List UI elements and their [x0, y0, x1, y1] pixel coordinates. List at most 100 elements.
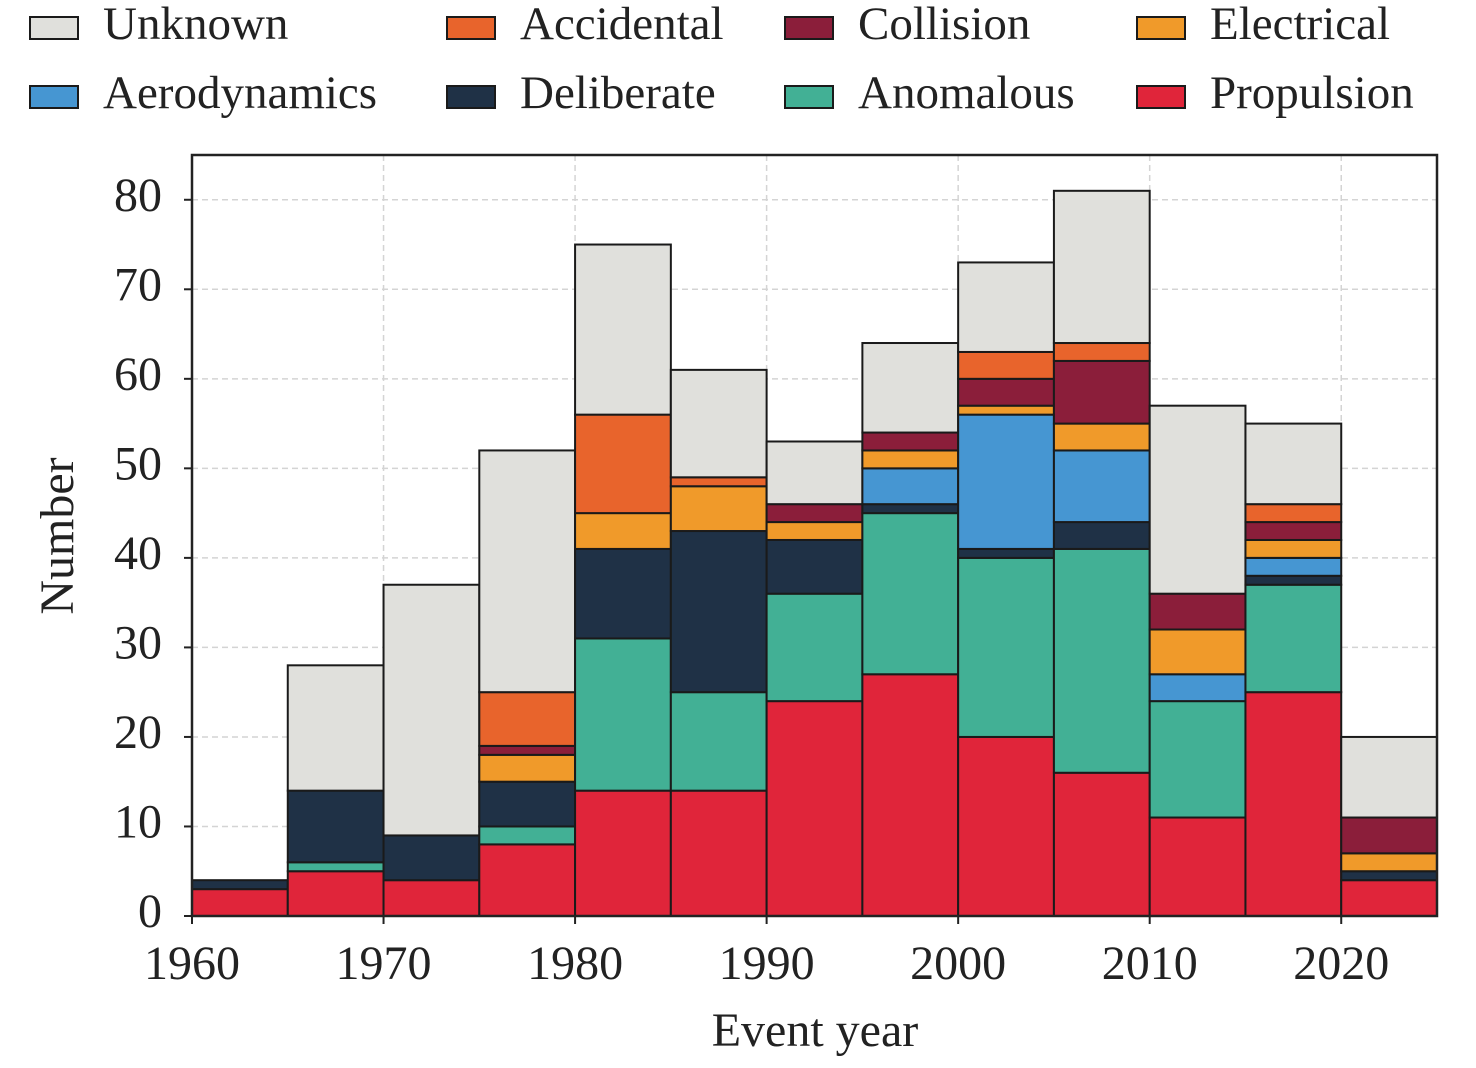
legend-swatch: [784, 85, 834, 109]
bar-segment: [957, 404, 1055, 416]
x-tick-label: 2000: [910, 937, 1006, 990]
bar-segment: [861, 467, 960, 506]
bar-segment: [1340, 879, 1438, 917]
bar-segment: [1244, 521, 1343, 541]
legend-swatch: [784, 16, 834, 40]
bar-segment: [191, 879, 289, 891]
bar-segment: [382, 583, 481, 837]
bar-segment: [478, 825, 577, 846]
bar-segment: [1052, 449, 1151, 524]
legend-label: Unknown: [103, 0, 288, 50]
bar-segment: [765, 521, 864, 541]
y-tick-label: 40: [114, 527, 162, 580]
y-tick-label: 0: [138, 885, 162, 938]
x-tick-label: 1960: [144, 937, 240, 990]
bar-segment: [861, 431, 960, 452]
bar-segment: [1244, 574, 1343, 586]
bar-segment: [669, 476, 768, 488]
bar-segment: [574, 243, 672, 416]
bar-segment: [765, 503, 864, 524]
x-tick-label: 1970: [336, 937, 432, 990]
bar-segment: [1244, 583, 1343, 694]
x-tick-label: 1980: [527, 937, 623, 990]
bar-segment: [286, 870, 385, 917]
bar-segment: [1052, 189, 1151, 345]
bar-segment: [1052, 521, 1151, 550]
legend-swatch: [446, 16, 496, 40]
legend-swatch: [446, 85, 496, 109]
bar-segment: [765, 592, 864, 703]
bar-segment: [1244, 691, 1343, 917]
bar-segment: [1148, 700, 1247, 819]
bar-segment: [574, 413, 672, 515]
plot-frame: [190, 153, 1439, 918]
bar-segment: [382, 834, 481, 882]
bar-segment: [765, 700, 864, 917]
bar-segment: [1052, 342, 1151, 362]
bar-segment: [669, 530, 768, 694]
y-tick-label: 80: [114, 169, 162, 222]
legend-swatch: [1136, 16, 1186, 40]
bar-segment: [957, 413, 1055, 550]
x-tick-label: 2010: [1102, 937, 1198, 990]
legend-label: Propulsion: [1210, 67, 1414, 119]
bar-segment: [478, 843, 577, 917]
bar-segment: [957, 377, 1055, 407]
bar-segment: [861, 512, 960, 676]
bar-segment: [478, 780, 577, 828]
bar-segment: [765, 440, 864, 506]
bar-segment: [957, 735, 1055, 917]
legend-label: Deliberate: [520, 67, 716, 119]
bar-segment: [1148, 404, 1247, 595]
bar-segment: [957, 350, 1055, 380]
bar-segment: [1340, 816, 1438, 855]
bar-segment: [1244, 556, 1343, 577]
legend-label: Electrical: [1210, 0, 1390, 50]
y-tick-label: 30: [114, 616, 162, 669]
legend-label: Aerodynamics: [103, 67, 377, 119]
bar-segment: [861, 342, 960, 434]
bar-segment: [1244, 422, 1343, 506]
bar-segment: [861, 503, 960, 515]
bar-segment: [1340, 852, 1438, 873]
bar-segment: [1148, 816, 1247, 917]
bar-segment: [669, 789, 768, 917]
bar-segment: [286, 664, 385, 792]
bar-segment: [765, 538, 864, 595]
legend-label: Collision: [858, 0, 1030, 50]
bar-segment: [286, 861, 385, 873]
y-axis-label: Number: [31, 457, 84, 614]
bar-segment: [478, 449, 577, 694]
y-tick-label: 50: [114, 437, 162, 490]
bar-segment: [1244, 503, 1343, 524]
bar-segment: [1340, 870, 1438, 882]
bar-segment: [574, 547, 672, 640]
legend-swatch: [1136, 85, 1186, 109]
x-axis-label: Event year: [712, 1004, 919, 1057]
bar-segment: [1244, 538, 1343, 559]
bar-segment: [1052, 359, 1151, 425]
bar-segment: [957, 556, 1055, 738]
bar-segment: [478, 753, 577, 783]
bar-segment: [861, 673, 960, 917]
bar-segment: [191, 888, 289, 917]
bar-segment: [669, 485, 768, 533]
y-tick-label: 60: [114, 348, 162, 401]
bar-segment: [574, 637, 672, 792]
bar-segment: [1052, 771, 1151, 917]
bar-segment: [382, 879, 481, 917]
x-tick-label: 2020: [1293, 937, 1389, 990]
bar-segment: [669, 368, 768, 479]
bar-segment: [957, 547, 1055, 559]
legend-label: Anomalous: [858, 67, 1075, 119]
bar-segment: [1148, 628, 1247, 676]
bar-segment: [1052, 547, 1151, 774]
y-tick-label: 70: [114, 258, 162, 311]
legend-swatch: [29, 85, 79, 109]
legend-label: Accidental: [520, 0, 724, 50]
y-tick-label: 20: [114, 706, 162, 759]
bar-segment: [1052, 422, 1151, 452]
y-tick-label: 10: [114, 795, 162, 848]
bar-segment: [574, 512, 672, 550]
